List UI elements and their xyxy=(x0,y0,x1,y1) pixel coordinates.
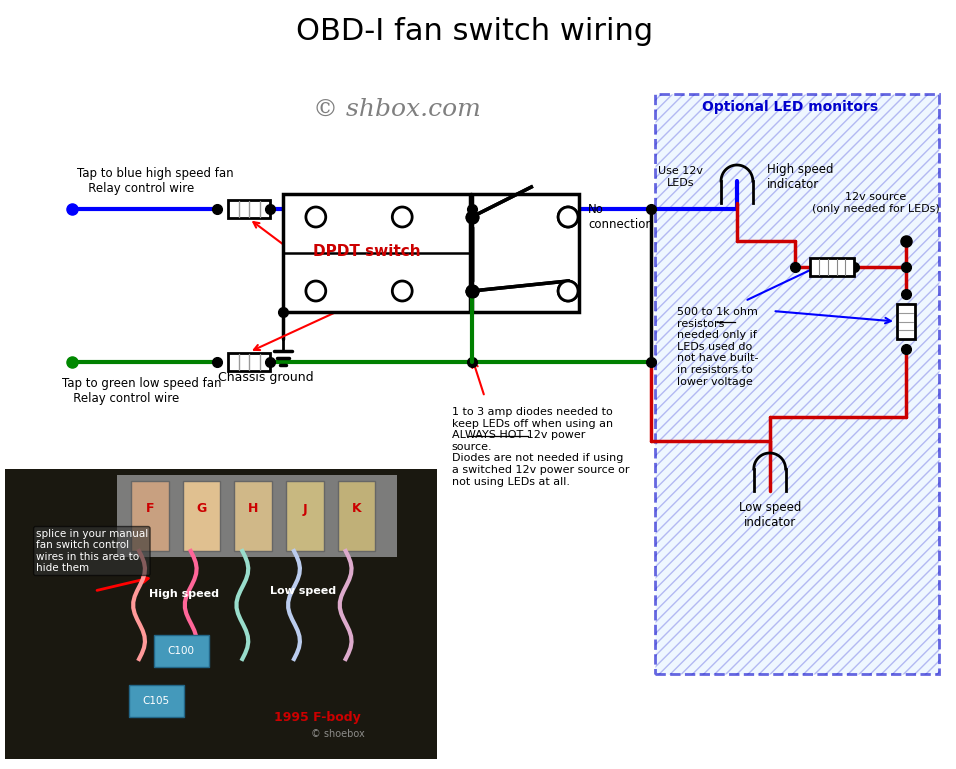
Text: F: F xyxy=(145,502,154,515)
Text: G: G xyxy=(197,502,206,515)
Circle shape xyxy=(392,207,412,227)
Bar xyxy=(471,194,579,312)
Circle shape xyxy=(306,281,326,301)
Bar xyxy=(183,481,221,551)
Text: High speed: High speed xyxy=(149,589,219,599)
Bar xyxy=(129,685,184,717)
Text: Optional LED monitors: Optional LED monitors xyxy=(702,100,878,114)
Circle shape xyxy=(558,207,578,227)
Text: C105: C105 xyxy=(142,696,169,706)
Text: 1 to 3 amp diodes needed to
keep LEDs off when using an
ALWAYS HOT 12v power
sou: 1 to 3 amp diodes needed to keep LEDs of… xyxy=(452,407,629,487)
Bar xyxy=(337,481,376,551)
Text: OBD-I fan switch wiring: OBD-I fan switch wiring xyxy=(296,16,653,45)
Circle shape xyxy=(306,207,326,227)
Text: splice in your manual
fan switch control
wires in this area to
hide them: splice in your manual fan switch control… xyxy=(35,528,148,574)
Bar xyxy=(283,194,469,312)
Text: DPDT switch: DPDT switch xyxy=(313,244,421,258)
Bar xyxy=(228,353,271,371)
Text: 500 to 1k ohm
resistors
needed only if
LEDs used do
not have built-
in resistors: 500 to 1k ohm resistors needed only if L… xyxy=(678,307,759,387)
Bar xyxy=(656,94,939,674)
Text: © shoebox: © shoebox xyxy=(311,729,364,739)
Text: Tap to green low speed fan
   Relay control wire: Tap to green low speed fan Relay control… xyxy=(61,377,221,405)
Text: 12v source
(only needed for LEDs): 12v source (only needed for LEDs) xyxy=(812,192,940,214)
Bar xyxy=(897,304,915,339)
Text: High speed
indicator: High speed indicator xyxy=(767,163,834,191)
Text: Low speed: Low speed xyxy=(270,586,336,596)
Bar xyxy=(131,481,169,551)
Bar xyxy=(118,475,398,557)
Text: C100: C100 xyxy=(167,646,194,656)
Bar xyxy=(656,94,939,674)
Circle shape xyxy=(392,281,412,301)
Text: Low speed
indicator: Low speed indicator xyxy=(739,501,801,529)
Bar xyxy=(811,258,854,276)
Text: 1995 F-body: 1995 F-body xyxy=(274,711,361,724)
Text: Use 12v
LEDs: Use 12v LEDs xyxy=(658,166,703,188)
Text: No
connection: No connection xyxy=(588,203,653,231)
Text: J: J xyxy=(303,502,307,515)
Text: © shbox.com: © shbox.com xyxy=(314,98,481,121)
Text: Chassis ground: Chassis ground xyxy=(219,371,315,384)
Circle shape xyxy=(558,207,578,227)
Bar xyxy=(234,481,272,551)
Circle shape xyxy=(558,281,578,301)
Text: K: K xyxy=(352,502,361,515)
Bar xyxy=(228,200,271,218)
Bar xyxy=(154,635,208,667)
Circle shape xyxy=(558,281,578,301)
Bar xyxy=(286,481,324,551)
Bar xyxy=(5,469,437,759)
Text: Tap to blue high speed fan
   Relay control wire: Tap to blue high speed fan Relay control… xyxy=(77,167,234,195)
Text: H: H xyxy=(248,502,258,515)
